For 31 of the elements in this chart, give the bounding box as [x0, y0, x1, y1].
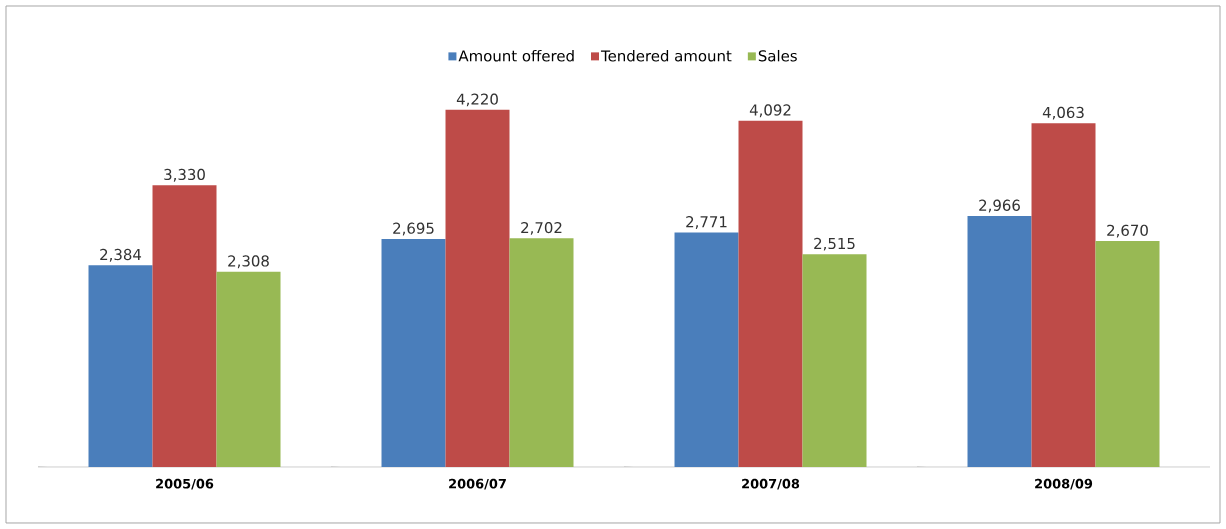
- data-label: 4,220: [456, 93, 498, 107]
- x-tick-label: 2007/08: [742, 478, 800, 490]
- legend-label: Tendered amount: [600, 49, 732, 62]
- legend-label: Sales: [758, 49, 797, 62]
- x-tick-label: 2006/07: [449, 478, 506, 490]
- bar: [381, 238, 446, 467]
- bar: [1031, 123, 1096, 467]
- bar: [88, 265, 153, 467]
- data-label: 4,063: [1042, 106, 1084, 120]
- bar: [738, 120, 803, 467]
- data-label: 2,670: [1107, 224, 1148, 238]
- bar: [674, 232, 739, 467]
- bar: [509, 238, 574, 467]
- data-label: 2,695: [393, 222, 434, 236]
- data-label: 2,308: [228, 255, 269, 269]
- bar: [967, 215, 1032, 467]
- bar: [216, 271, 281, 467]
- data-label: 3,330: [164, 168, 205, 182]
- data-label: 2,384: [100, 248, 142, 262]
- data-label: 2,702: [521, 221, 562, 235]
- bar: [1095, 241, 1160, 467]
- x-tick-label: 2005/06: [156, 478, 214, 490]
- data-label: 4,092: [749, 104, 791, 118]
- x-tick-label: 2008/09: [1035, 478, 1093, 490]
- data-label: 2,515: [814, 237, 855, 251]
- bar: [152, 185, 217, 467]
- data-label: 2,771: [686, 216, 727, 229]
- legend-label: Amount offered: [458, 49, 574, 62]
- bar: [802, 254, 867, 467]
- data-label: 2,966: [979, 199, 1020, 213]
- bar: [445, 109, 510, 467]
